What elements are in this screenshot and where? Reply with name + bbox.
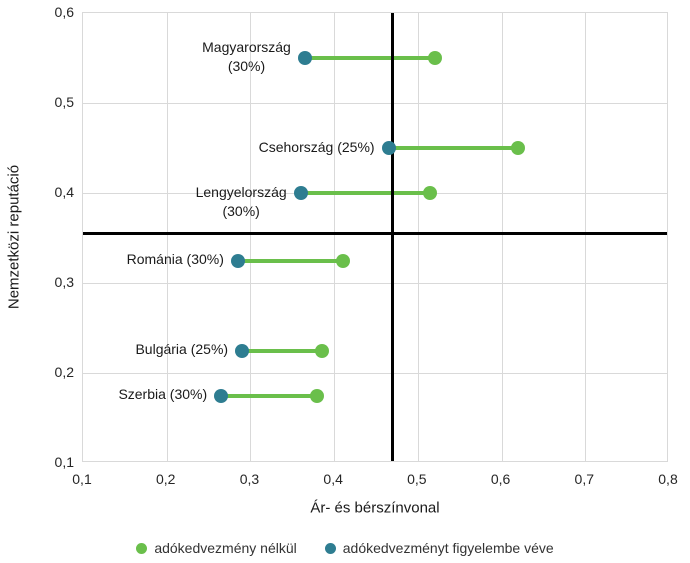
y-tick-label: 0,5 — [54, 94, 74, 110]
y-axis-title: Nemzetközi reputáció — [5, 164, 23, 310]
country-label-line: (30%) — [222, 203, 260, 219]
x-gridline — [585, 13, 587, 461]
without-tax-benefit-dot — [511, 141, 526, 155]
x-tick-label: 0,8 — [658, 471, 678, 487]
chart-legend: adókedvezmény nélkül adókedvezményt figy… — [0, 540, 690, 556]
country-label-line: Lengyelország — [195, 184, 287, 200]
without-tax-benefit-dot — [310, 388, 325, 403]
country-label: Bulgária (25%) — [135, 340, 228, 359]
country-label-line: Szerbia (30%) — [118, 386, 208, 402]
connector-line — [237, 258, 343, 263]
with-tax-benefit-dot — [297, 51, 312, 65]
with-tax-benefit-dot — [214, 388, 229, 403]
x-tick-label: 0,7 — [574, 471, 595, 487]
country-label-line: Bulgária (25%) — [135, 341, 229, 357]
without-tax-benefit-dot — [423, 186, 438, 200]
plot-area — [82, 12, 668, 462]
country-label: Csehország (25%) — [259, 138, 375, 157]
x-tick-label: 0,4 — [323, 471, 343, 487]
y-tick-label: 0,4 — [54, 184, 74, 200]
connector-line — [300, 191, 431, 195]
x-tick-label: 0,6 — [490, 471, 511, 487]
country-label-line: Magyarország — [202, 39, 291, 55]
y-tick-label: 0,6 — [54, 4, 74, 20]
y-tick-label: 0,2 — [54, 364, 74, 380]
legend-item-without-tax: adókedvezmény nélkül — [136, 540, 297, 556]
horizontal-quadrant-line — [83, 232, 667, 235]
y-tick-label: 0,1 — [54, 454, 74, 470]
x-gridline — [250, 13, 252, 461]
x-tick-label: 0,1 — [72, 471, 92, 487]
connector-line — [304, 56, 435, 60]
without-tax-benefit-dot — [335, 253, 350, 268]
x-tick-label: 0,3 — [239, 471, 260, 487]
vertical-quadrant-line — [391, 13, 395, 461]
country-label-line: Csehország (25%) — [258, 138, 375, 155]
country-label: Románia (30%) — [127, 250, 224, 269]
with-tax-benefit-dot — [381, 141, 396, 155]
legend-label-with-tax: adókedvezményt figyelembe véve — [342, 540, 554, 556]
connector-line — [221, 393, 318, 398]
country-label-line: (30%) — [227, 58, 266, 74]
country-label: Szerbia (30%) — [118, 385, 207, 404]
y-tick-label: 0,3 — [54, 274, 74, 290]
legend-label-without-tax: adókedvezmény nélkül — [154, 540, 297, 556]
y-gridline — [83, 283, 667, 284]
with-tax-benefit-dot — [235, 343, 250, 358]
y-gridline — [83, 103, 667, 104]
x-tick-label: 0,2 — [155, 471, 176, 487]
with-tax-benefit-dot — [230, 253, 245, 268]
x-axis-title: Ár- és bérszínvonal — [310, 499, 440, 517]
x-tick-label: 0,5 — [407, 471, 427, 487]
connector-line — [388, 146, 519, 150]
x-gridline — [417, 13, 419, 461]
connector-line — [242, 348, 322, 353]
x-gridline — [501, 13, 503, 461]
legend-bullet-green-icon — [136, 542, 148, 554]
country-label-line: Románia (30%) — [126, 251, 224, 267]
country-label: Magyarország (30%) — [202, 38, 291, 76]
y-gridline — [83, 373, 667, 374]
without-tax-benefit-dot — [427, 51, 442, 65]
without-tax-benefit-dot — [314, 343, 329, 358]
legend-bullet-teal-icon — [324, 542, 336, 554]
with-tax-benefit-dot — [293, 186, 308, 200]
legend-item-with-tax: adókedvezményt figyelembe véve — [324, 540, 554, 556]
x-gridline — [166, 13, 168, 461]
country-label: Lengyelország (30%) — [196, 183, 287, 221]
x-gridline — [334, 13, 336, 461]
